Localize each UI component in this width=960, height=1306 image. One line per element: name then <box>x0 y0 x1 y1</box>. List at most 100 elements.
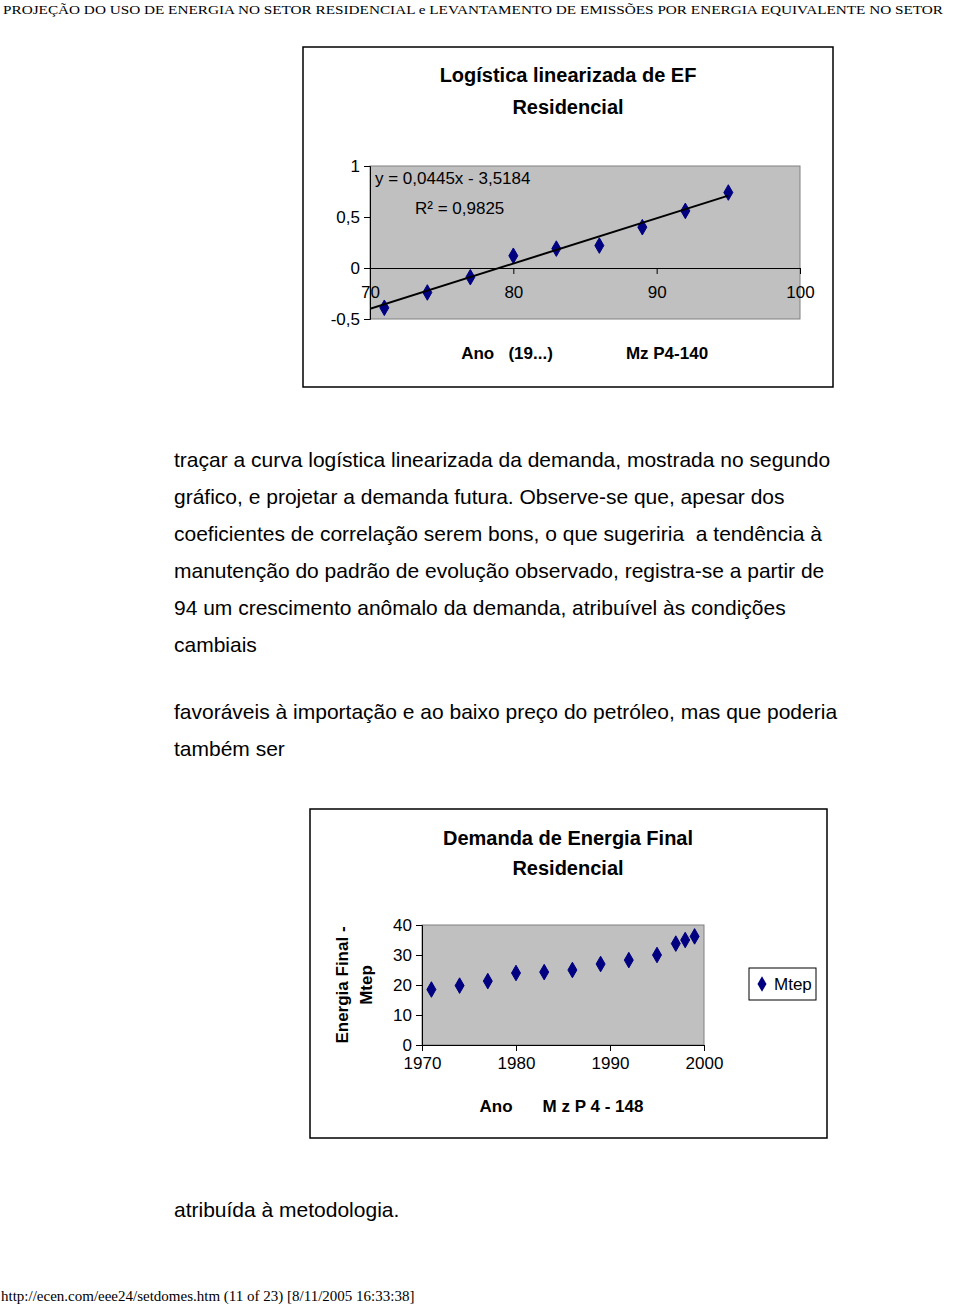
tick-label: 1970 <box>404 1054 442 1073</box>
tick: 20 <box>393 976 422 995</box>
data-point <box>624 952 633 968</box>
chart: Demanda de Energia Final Residencial 0 10 20… <box>310 809 827 1138</box>
tick: -0,5 <box>331 310 370 329</box>
chart-title: Residencial <box>512 857 623 879</box>
tick-mark <box>364 268 370 269</box>
tick-label: 90 <box>648 283 667 302</box>
annotation: M z P 4 - 148 <box>543 1097 644 1116</box>
tick: 70 <box>361 268 380 302</box>
marks <box>427 929 699 998</box>
tick-label: 1980 <box>498 1054 536 1073</box>
page-footer: http://ecen.com/eee24/setdomes.htm (11 o… <box>1 1288 414 1305</box>
tick-mark <box>513 268 514 274</box>
trend-line <box>370 196 728 309</box>
tick-label: 70 <box>361 283 380 302</box>
body-text: atribuída à metodologia. <box>174 1198 399 1221</box>
tick: 1 <box>351 157 370 176</box>
tick-mark <box>704 1045 705 1051</box>
legend: Mtep <box>749 968 816 1000</box>
axis-line <box>371 269 801 275</box>
data-point <box>455 978 464 994</box>
data-point <box>595 238 604 254</box>
axis-line <box>416 926 423 1046</box>
tick: 40 <box>393 916 422 935</box>
body-text: traçar a curva logística linearizada da … <box>174 448 830 471</box>
page-header: PROJEÇÃO DO USO DE ENERGIA NO SETOR RESI… <box>3 2 943 17</box>
tick: 1990 <box>592 1045 630 1073</box>
tick-mark <box>800 268 801 274</box>
x-axis-title: Ano (19...) <box>461 344 553 363</box>
tick-label: -0,5 <box>331 310 360 329</box>
axis: 1970 1980 1990 2000 <box>404 1045 724 1073</box>
plot-area <box>422 925 704 1045</box>
data-point <box>540 964 549 980</box>
tick-label: 100 <box>786 283 814 302</box>
tick-mark <box>416 1015 422 1016</box>
chart-frame <box>310 809 827 1138</box>
tick-label: 0,5 <box>336 208 360 227</box>
tick-label: 80 <box>504 283 523 302</box>
tick-mark <box>416 985 422 986</box>
data-point <box>681 932 690 948</box>
tick-label: 1 <box>351 157 360 176</box>
tick: 80 <box>504 268 523 302</box>
tick-mark <box>364 319 370 320</box>
tick: 30 <box>393 946 422 965</box>
tick-mark <box>416 1045 422 1046</box>
tick: 0,5 <box>336 208 370 227</box>
data-point <box>509 248 518 264</box>
tick-mark <box>416 955 422 956</box>
y-axis-title: Mtep <box>357 965 376 1005</box>
data-point <box>671 936 680 952</box>
marks <box>370 185 733 316</box>
tick-mark <box>364 166 370 167</box>
tick-label: 10 <box>393 1006 412 1025</box>
legend-marker <box>758 976 767 992</box>
tick-label: 40 <box>393 916 412 935</box>
tick: 1980 <box>498 1045 536 1073</box>
tick-label: 1990 <box>592 1054 630 1073</box>
x-axis-title: Ano <box>479 1097 512 1116</box>
tick-label: 20 <box>393 976 412 995</box>
data-point <box>427 982 436 998</box>
data-point <box>483 973 492 989</box>
legend-label: Mtep <box>774 975 812 994</box>
tick: 0 <box>403 1036 422 1055</box>
data-point <box>596 956 605 972</box>
tick-mark <box>364 217 370 218</box>
body-text: cambiais <box>174 633 257 656</box>
plot-area <box>370 166 800 319</box>
body-text: manutenção do padrão de evolução observa… <box>174 559 824 582</box>
tick-label: 0 <box>351 259 360 278</box>
body-text: também ser <box>174 737 285 760</box>
data-point <box>653 947 662 963</box>
tick: 0 <box>351 259 370 278</box>
chart-frame <box>303 47 833 387</box>
tick: 1970 <box>404 1045 442 1073</box>
data-point <box>512 965 521 981</box>
tick: 10 <box>393 1006 422 1025</box>
tick-mark <box>416 925 422 926</box>
data-point <box>690 929 699 945</box>
chart-title: Demanda de Energia Final <box>443 827 693 849</box>
tick-mark <box>610 1045 611 1051</box>
tick-label: 0 <box>403 1036 412 1055</box>
chart-title: Logística linearizada de EF <box>440 64 697 86</box>
chart: Logística linearizada de EF Residencial -0… <box>303 47 833 387</box>
chart-title: Residencial <box>512 96 623 118</box>
axis: 70 80 90 100 <box>361 268 815 302</box>
tick-label: 2000 <box>686 1054 724 1073</box>
legend-box <box>749 968 816 1000</box>
annotation: R² = 0,9825 <box>415 199 504 218</box>
axis: -0,5 0 0,5 1 <box>331 157 371 329</box>
body-text: 94 um crescimento anômalo da demanda, at… <box>174 596 786 619</box>
data-point <box>568 962 577 978</box>
tick-label: 30 <box>393 946 412 965</box>
tick: 2000 <box>686 1045 724 1073</box>
annotation: Mz P4-140 <box>626 344 708 363</box>
tick: 90 <box>648 268 667 302</box>
tick: 100 <box>786 268 814 302</box>
y-axis-title: Energia Final - <box>333 926 352 1043</box>
axis: 0 10 20 30 40 <box>393 916 422 1055</box>
annotation: y = 0,0445x - 3,5184 <box>375 169 530 188</box>
